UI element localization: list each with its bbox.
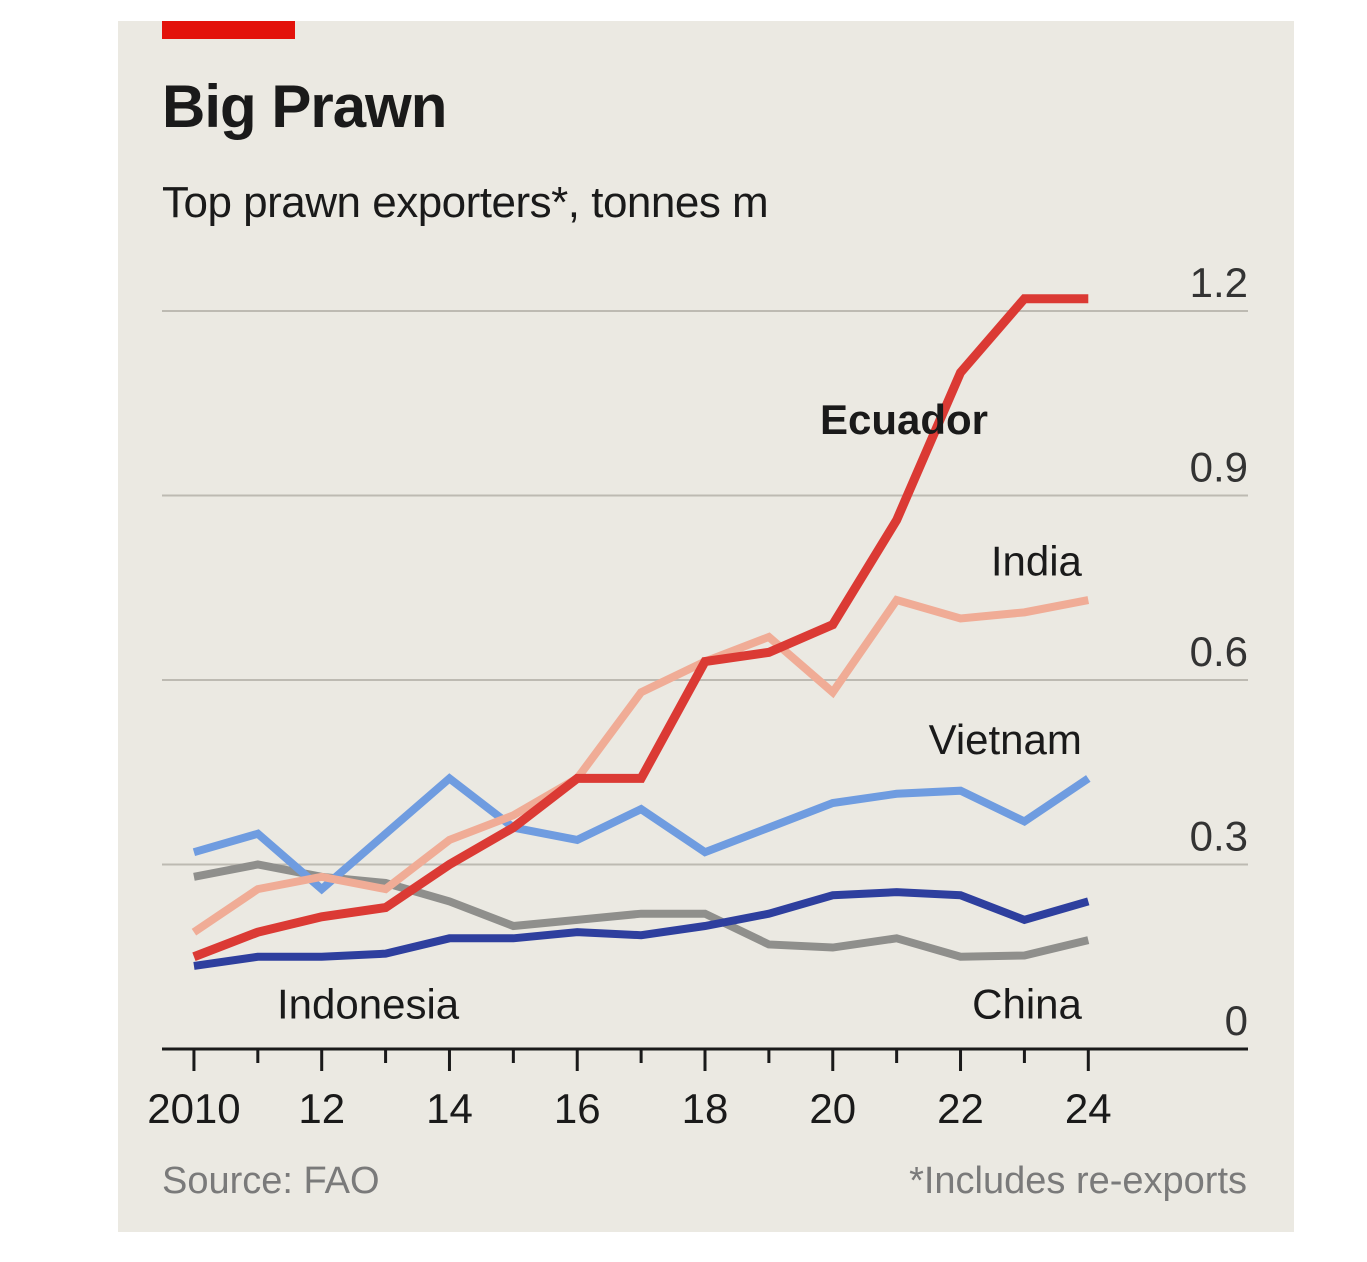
chart-title: Big Prawn (162, 73, 447, 140)
y-tick-label: 0.3 (1190, 813, 1248, 860)
y-tick-label: 1.2 (1190, 259, 1248, 306)
x-tick-label: 18 (682, 1085, 729, 1132)
footnote: *Includes re-exports (909, 1160, 1247, 1202)
chart-subtitle: Top prawn exporters*, tonnes m (162, 178, 769, 227)
series-line-india (191, 595, 1090, 936)
chart-card (118, 21, 1294, 1232)
series-label-vietnam: Vietnam (929, 716, 1082, 763)
series-label-china: China (972, 980, 1082, 1027)
source-note: Source: FAO (162, 1160, 380, 1202)
x-tick-label: 22 (937, 1085, 984, 1132)
accent-bar (162, 21, 295, 39)
series-label-india: India (991, 537, 1083, 584)
series-label-ecuador: Ecuador (820, 396, 988, 443)
series-labels: Ecuador India Vietnam Indonesia China (277, 396, 1083, 1027)
x-tick-label: 16 (554, 1085, 601, 1132)
series-line-indonesia (193, 888, 1090, 970)
x-axis: 2010 12 14 16 18 20 22 24 (147, 1047, 1248, 1132)
x-tick-label: 14 (426, 1085, 473, 1132)
series-line-ecuador (192, 294, 1089, 961)
x-tick-label: 2010 (147, 1085, 240, 1132)
series-line-vietnam (192, 773, 1091, 895)
y-tick-label: 0.6 (1190, 628, 1248, 675)
x-tick-label: 12 (298, 1085, 345, 1132)
y-tick-label: 0 (1225, 997, 1248, 1044)
y-tick-label: 0.9 (1190, 444, 1248, 491)
series-label-indonesia: Indonesia (277, 980, 460, 1027)
y-axis-labels: 0 0.3 0.6 0.9 1.2 (1190, 259, 1248, 1044)
x-tick-label: 24 (1065, 1085, 1112, 1132)
series-lines (191, 294, 1091, 970)
x-tick-label: 20 (809, 1085, 856, 1132)
grid-lines (162, 310, 1248, 866)
